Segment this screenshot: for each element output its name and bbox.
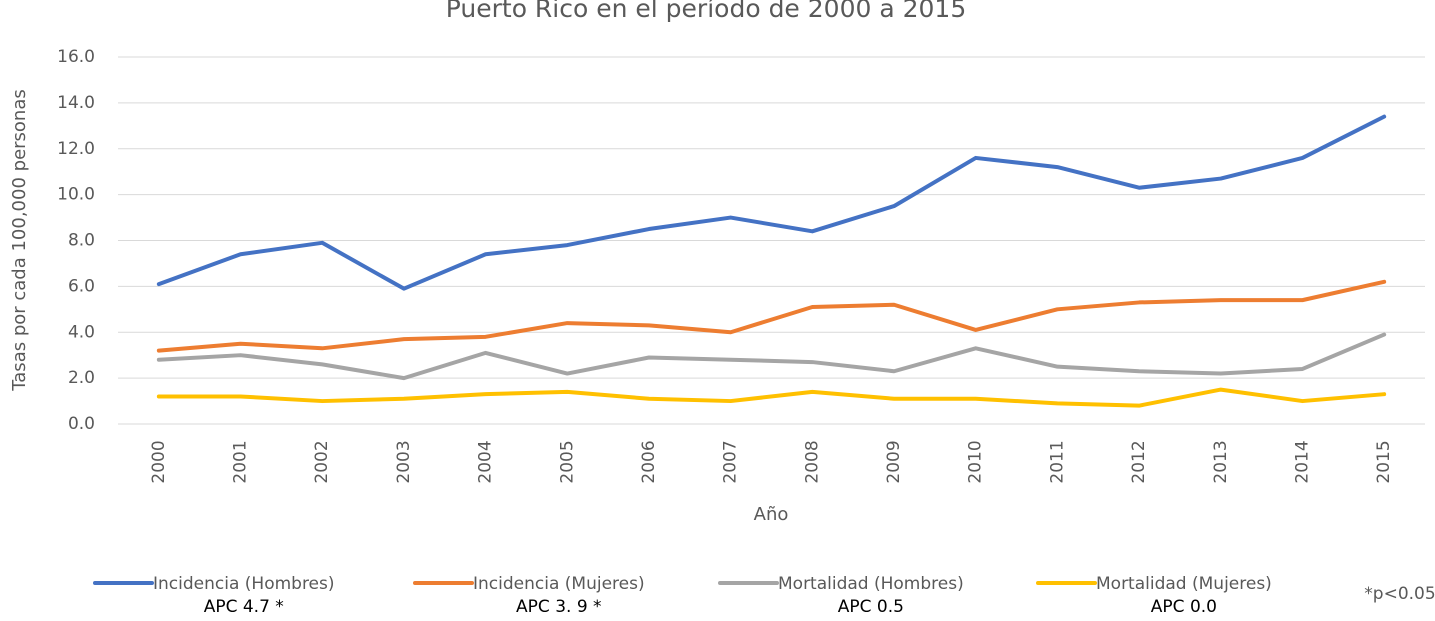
legend-label: Incidencia (Hombres) [153, 574, 335, 594]
x-tick-label: 2000 [149, 440, 169, 483]
x-tick-label: 2001 [231, 440, 251, 483]
x-tick-label: 2008 [802, 440, 822, 483]
x-tick-label: 2004 [476, 440, 496, 483]
y-tick-label: 10.0 [57, 185, 95, 205]
series-line [156, 332, 1387, 381]
x-tick-label: 2006 [639, 440, 659, 483]
x-tick-label: 2015 [1374, 440, 1394, 483]
legend-label: Mortalidad (Mujeres) [1096, 574, 1272, 594]
series-line [156, 114, 1387, 291]
series-line [156, 387, 1387, 408]
y-tick-label: 2.0 [68, 368, 95, 388]
legend-label: Incidencia (Mujeres) [473, 574, 645, 594]
x-tick-label: 2011 [1047, 440, 1067, 483]
y-tick-label: 4.0 [68, 322, 95, 342]
y-tick-label: 8.0 [68, 231, 95, 251]
x-axis-label: Año [754, 504, 789, 525]
series-line [156, 279, 1387, 353]
footnote: *p<0.05 [1364, 584, 1435, 604]
legend-label: Mortalidad (Hombres) [778, 574, 964, 594]
legend-note: APC 3. 9 * [516, 597, 602, 617]
chart-title: Puerto Rico en el período de 2000 a 2015 [446, 0, 966, 23]
x-tick-label: 2014 [1292, 440, 1312, 483]
x-tick-label: 2003 [394, 440, 414, 483]
legend-note: APC 0.0 [1151, 597, 1217, 617]
x-tick-label: 2007 [721, 440, 741, 483]
y-tick-label: 14.0 [57, 93, 95, 113]
legend-note: APC 0.5 [838, 597, 904, 617]
x-tick-label: 2010 [966, 440, 986, 483]
x-tick-label: 2013 [1211, 440, 1231, 483]
y-tick-label: 0.0 [68, 414, 95, 434]
x-tick-label: 2009 [884, 440, 904, 483]
y-tick-label: 16.0 [57, 47, 95, 67]
x-tick-label: 2002 [312, 440, 332, 483]
legend-note: APC 4.7 * [204, 597, 284, 617]
x-tick-label: 2005 [557, 440, 577, 483]
y-tick-label: 6.0 [68, 276, 95, 296]
y-tick-label: 12.0 [57, 139, 95, 159]
x-tick-label: 2012 [1129, 440, 1149, 483]
y-axis-label: Tasas por cada 100,000 personas [9, 89, 30, 391]
